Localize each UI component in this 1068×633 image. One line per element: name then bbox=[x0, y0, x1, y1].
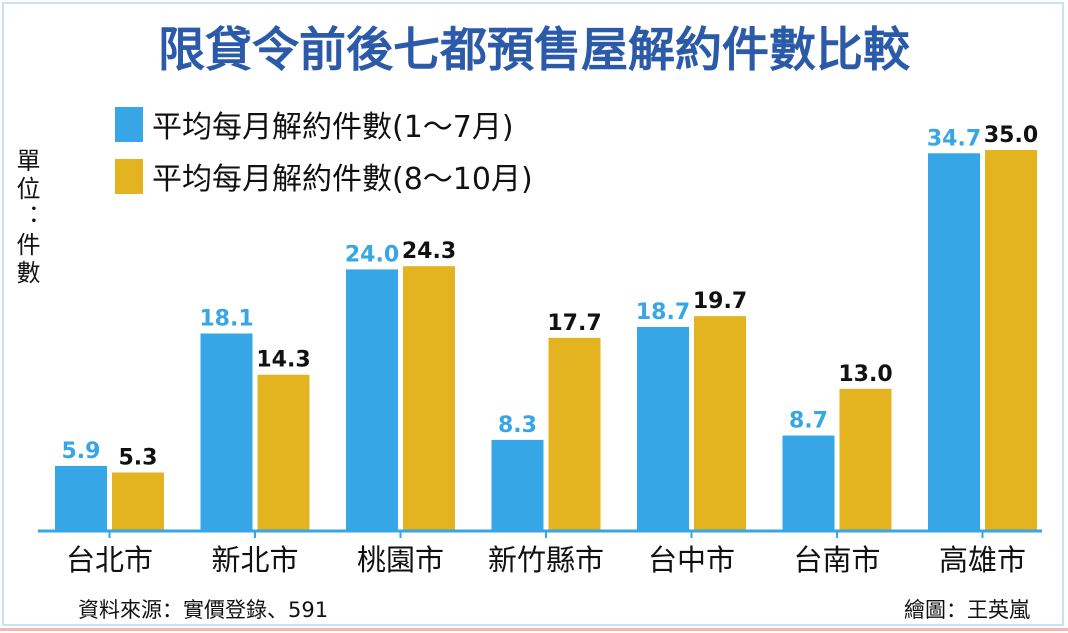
unit-label: 單位：件數 bbox=[12, 148, 40, 288]
credit-note: 繪圖：王英嵐 bbox=[904, 598, 1030, 622]
data-label: 8.3 bbox=[498, 413, 537, 438]
bar-jan-jul bbox=[346, 269, 398, 530]
source-note: 資料來源：實價登錄、591 bbox=[78, 598, 328, 622]
data-label: 13.0 bbox=[838, 362, 892, 387]
bar-jan-jul bbox=[637, 326, 689, 530]
legend-label-8-10: 平均每月解約件數(8～10月) bbox=[152, 162, 533, 197]
data-label: 19.7 bbox=[693, 289, 747, 314]
data-label: 5.9 bbox=[62, 439, 101, 464]
category-label: 桃園市 bbox=[357, 543, 444, 577]
data-label: 8.7 bbox=[789, 409, 828, 434]
bar-aug-oct bbox=[257, 374, 310, 530]
bar-aug-oct bbox=[839, 388, 892, 530]
data-label: 5.3 bbox=[119, 445, 158, 470]
data-label: 14.3 bbox=[256, 348, 310, 373]
bottom-divider bbox=[0, 628, 1068, 631]
category-label: 台北市 bbox=[66, 543, 153, 577]
bar-aug-oct bbox=[985, 150, 1037, 530]
bar-jan-jul bbox=[200, 333, 253, 530]
bar-jan-jul bbox=[55, 465, 107, 530]
data-label: 17.7 bbox=[547, 311, 601, 336]
bar-aug-oct bbox=[403, 266, 455, 530]
data-label: 35.0 bbox=[984, 123, 1038, 148]
data-label: 24.0 bbox=[345, 242, 399, 267]
legend-swatch-8-10 bbox=[115, 159, 143, 194]
bar-aug-oct bbox=[112, 472, 164, 530]
chart-title: 限貸令前後七都預售屋解約件數比較 bbox=[158, 23, 911, 78]
data-label: 18.1 bbox=[199, 306, 253, 331]
bar-aug-oct bbox=[694, 316, 746, 530]
data-label: 18.7 bbox=[636, 300, 690, 325]
bar-jan-jul bbox=[782, 435, 835, 530]
category-label: 高雄市 bbox=[939, 543, 1026, 577]
legend-label-1-7: 平均每月解約件數(1～7月) bbox=[152, 110, 514, 145]
legend: 平均每月解約件數(1～7月) 平均每月解約件數(8～10月) bbox=[115, 107, 533, 197]
bar-jan-jul bbox=[928, 153, 980, 530]
category-label: 新北市 bbox=[211, 543, 298, 577]
category-label: 台中市 bbox=[648, 543, 735, 577]
legend-swatch-1-7 bbox=[115, 107, 143, 142]
data-label: 34.7 bbox=[927, 126, 981, 151]
bar-jan-jul bbox=[491, 439, 544, 530]
category-label: 新竹縣市 bbox=[488, 543, 604, 577]
bar-aug-oct bbox=[548, 337, 601, 530]
data-label: 24.3 bbox=[402, 239, 456, 264]
category-label: 台南市 bbox=[793, 543, 880, 577]
